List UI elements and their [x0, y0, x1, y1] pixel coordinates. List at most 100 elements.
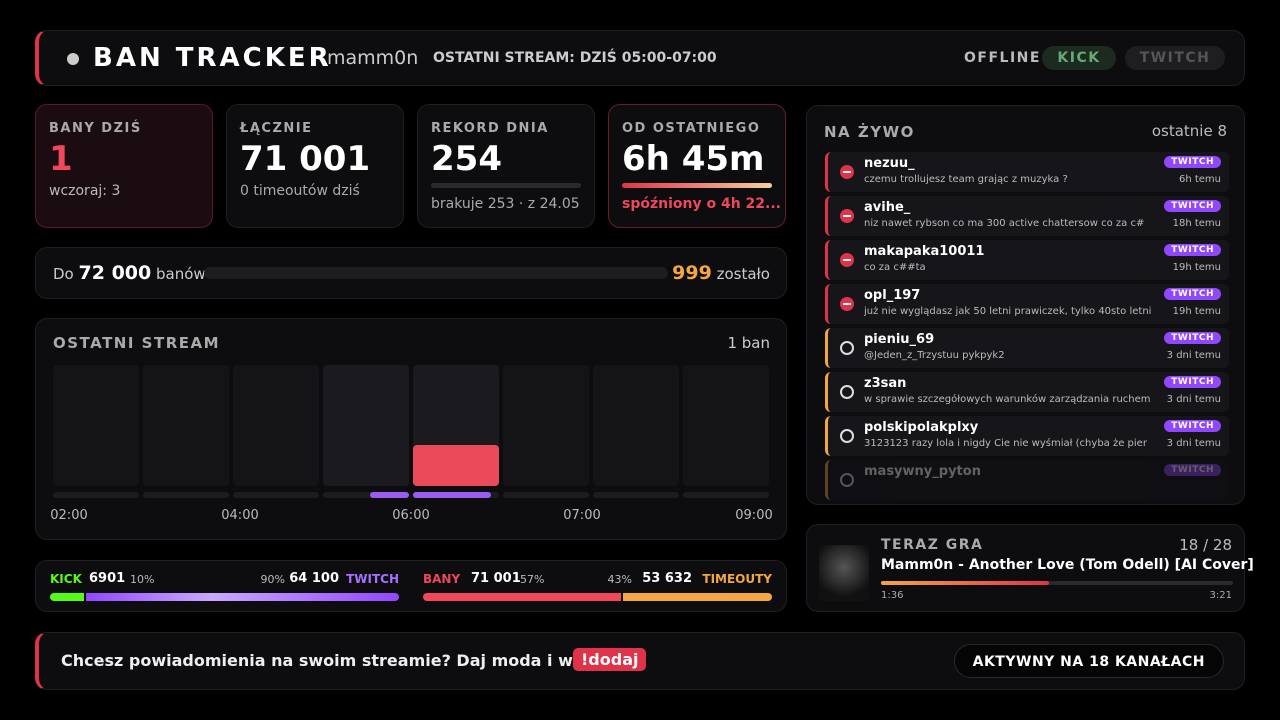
stat-card: BANY DZIŚ 1 wczoraj: 3 — [35, 104, 213, 228]
split-share: 10% — [130, 573, 155, 586]
timeout-icon — [840, 385, 854, 399]
live-message: czemu trollujesz team grając z muzyka ? — [864, 174, 1068, 185]
goal-unit: banów — [156, 265, 206, 283]
timeout-icon — [840, 429, 854, 443]
stat-bar — [431, 183, 581, 188]
remaining-value: 999 — [672, 262, 712, 284]
split-label: KICK — [50, 572, 82, 586]
live-title: NA ŻYWO — [824, 123, 915, 141]
stat-sub: brakuje 253 · z 24.05 — [431, 196, 580, 212]
stream-span — [370, 492, 409, 498]
stat-label: REKORD DNIA — [431, 121, 549, 136]
platform-badge: TWITCH — [1164, 200, 1221, 212]
stat-card: ŁĄCZNIE 71 001 0 timeoutów dziś — [226, 104, 404, 228]
stat-value: 1 — [49, 139, 73, 179]
np-duration: 3:21 — [1209, 590, 1232, 601]
goal-remaining: 999 zostało — [672, 262, 770, 284]
live-message: @Jeden_z_Trzystuu pykpyk2 — [864, 350, 1005, 361]
icon-bar — [843, 215, 851, 217]
stat-value: 6h 45m — [622, 139, 765, 179]
stat-sub: wczoraj: 3 — [49, 183, 121, 199]
stream-title: OSTATNI STREAM — [53, 334, 221, 352]
np-title: TERAZ GRA — [881, 537, 984, 553]
slot — [233, 365, 319, 486]
split-panel — [35, 560, 787, 612]
timeout-icon — [840, 473, 854, 487]
split-label: TIMEOUTY — [702, 572, 772, 586]
live-message: już nie wyglądasz jak 50 letni prawiczek… — [864, 306, 1152, 317]
live-message: co za c##ta — [864, 262, 926, 273]
platform-badge: TWITCH — [1164, 420, 1221, 432]
live-item: avihe_niz nawet rybson co ma 300 active … — [825, 196, 1229, 236]
live-user: z3san — [864, 376, 907, 391]
footer-command: !dodaj — [573, 648, 647, 671]
np-elapsed: 1:36 — [881, 590, 904, 601]
twitch-button[interactable]: TWITCH — [1125, 46, 1225, 70]
live-user: opl_197 — [864, 288, 921, 303]
live-user: polskipolakplxy — [864, 420, 979, 435]
title: BAN TRACKER — [93, 43, 332, 73]
platform-badge: TWITCH — [1164, 244, 1221, 256]
icon-bar — [843, 303, 851, 305]
tick — [593, 492, 679, 498]
live-message: niz nawet rybson co ma 300 active chatte… — [864, 218, 1145, 229]
live-user: pieniu_69 — [864, 332, 935, 347]
live-user: makapaka10011 — [864, 244, 985, 259]
x-label: 07:00 — [563, 508, 601, 523]
goal-track — [204, 267, 668, 279]
split-value: 53 632 — [642, 571, 692, 586]
live-time: 3 dni temu — [1166, 394, 1221, 405]
kick-button[interactable]: KICK — [1042, 46, 1116, 70]
timeout-icon — [840, 341, 854, 355]
split-value: 71 001 — [471, 571, 521, 586]
live-item: z3san w sprawie szczegółowych warunków za… — [825, 372, 1229, 412]
stat-card: REKORD DNIA 254 brakuje 253 · z 24.05 — [417, 104, 595, 228]
np-track: Mamm0n - Another Love (Tom Odell) [AI Co… — [881, 557, 1254, 573]
platform-badge: TWITCH — [1164, 156, 1221, 168]
stat-label: OD OSTATNIEGO — [622, 121, 761, 136]
live-user: avihe_ — [864, 200, 911, 215]
slot — [53, 365, 139, 486]
live-item: masywny_pyton TWITCH — [825, 460, 1229, 500]
slot — [143, 365, 229, 486]
live-time: 19h temu — [1172, 306, 1221, 317]
x-label: 09:00 — [735, 508, 773, 523]
platform-badge: TWITCH — [1164, 332, 1221, 344]
remaining-label: zostało — [716, 265, 770, 283]
stat-label: ŁĄCZNIE — [240, 121, 313, 136]
x-label: 06:00 — [392, 508, 430, 523]
split-share: 43% — [607, 573, 632, 586]
stat-label: BANY DZIŚ — [49, 121, 142, 136]
platform-badge: TWITCH — [1164, 376, 1221, 388]
live-message: w sprawie szczegółowych warunków zarządz… — [864, 394, 1151, 405]
split-share: 90% — [260, 573, 285, 586]
live-item: nezuu_czemu trollujesz team grając z muz… — [825, 152, 1229, 192]
x-label: 02:00 — [50, 508, 88, 523]
status-dot — [67, 53, 79, 65]
live-time: 3 dni temu — [1166, 438, 1221, 449]
platform-badge: TWITCH — [1164, 288, 1221, 300]
stat-value: 71 001 — [240, 139, 371, 179]
split-bar — [423, 593, 621, 601]
ban-icon — [840, 253, 854, 267]
tick — [143, 492, 229, 498]
now-playing: TERAZ GRA 18 / 28 Mamm0n - Another Love … — [806, 524, 1254, 612]
tick — [323, 492, 409, 498]
slot — [503, 365, 589, 486]
goal-text: Do 72 000 banów — [53, 262, 206, 284]
stream-span — [413, 492, 491, 498]
tick — [233, 492, 319, 498]
np-position: 18 / 28 — [1179, 536, 1232, 554]
last-stream: OSTATNI STREAM: DZIŚ 05:00-07:00 — [433, 50, 717, 66]
channel: mamm0n — [327, 47, 419, 69]
slot — [593, 365, 679, 486]
live-message: 3123123 razy lola i nigdy Cie nie wyśmia… — [864, 438, 1147, 449]
tick — [53, 492, 139, 498]
live-user: nezuu_ — [864, 156, 915, 171]
live-item: polskipolakplxy 3123123 razy lola i nigdy… — [825, 416, 1229, 456]
split-value: 6901 — [89, 571, 126, 586]
album-art — [819, 545, 869, 601]
ban-icon — [840, 297, 854, 311]
split-value: 64 100 — [289, 571, 339, 586]
tick — [503, 492, 589, 498]
